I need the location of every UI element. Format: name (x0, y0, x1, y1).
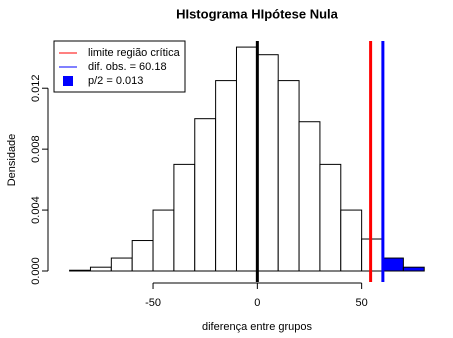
chart-title: HIstograma HIpótese Nula (176, 6, 339, 21)
x-tick-label: 50 (356, 297, 368, 309)
histogram-bar (173, 163, 196, 272)
legend-label: p/2 = 0.013 (88, 75, 143, 87)
x-tick-label: -50 (145, 297, 161, 309)
histogram-bar (215, 80, 237, 272)
legend-label: limite região crítica (88, 47, 181, 59)
histogram-bar (402, 266, 425, 272)
legend-square (63, 76, 73, 86)
histogram-bar (110, 257, 133, 272)
histogram-bar (152, 209, 175, 272)
histogram-bar (194, 118, 217, 272)
histogram-bar (277, 80, 300, 272)
x-axis-title: diferença entre grupos (202, 321, 313, 333)
histogram-bar (382, 257, 404, 272)
x-tick-label: 0 (254, 297, 260, 309)
y-tick-label: 0.000 (30, 257, 42, 285)
y-tick-label: 0.008 (30, 135, 42, 163)
histogram-bar (89, 266, 112, 272)
histogram-bar (235, 46, 258, 272)
y-tick-label: 0.004 (30, 196, 42, 224)
histogram-bar (131, 240, 154, 272)
histogram-bar (319, 163, 342, 272)
histogram-bar (298, 121, 321, 272)
histogram-bar (69, 269, 91, 272)
y-tick-label: 0.012 (30, 74, 42, 102)
y-axis-title: Densidade (6, 134, 18, 187)
legend-label: dif. obs. = 60.18 (88, 61, 167, 73)
histogram-bar (340, 209, 363, 272)
histogram-bar (256, 54, 279, 272)
